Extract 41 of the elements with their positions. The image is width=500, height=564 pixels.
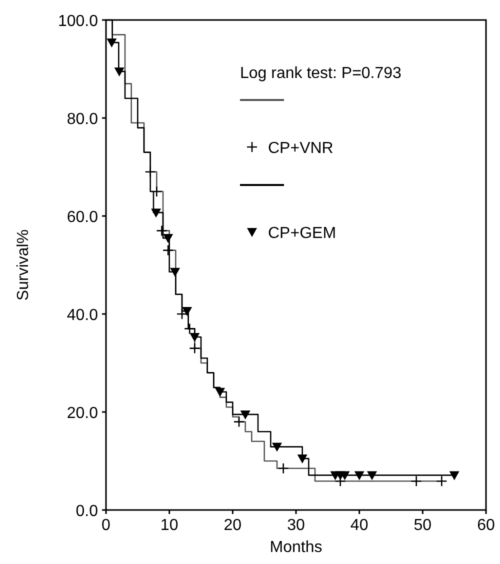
x-tick-label: 0	[102, 517, 111, 534]
point	[367, 471, 377, 480]
point	[189, 342, 200, 354]
point	[163, 234, 174, 244]
point	[151, 186, 162, 198]
point	[240, 410, 250, 420]
point	[151, 208, 162, 218]
point	[272, 442, 282, 452]
y-tick-label: 60.0	[66, 209, 98, 226]
x-tick-label: 60	[477, 517, 495, 534]
point	[436, 475, 448, 487]
x-tick-label: 50	[414, 517, 432, 534]
point	[278, 462, 289, 474]
y-tick-label: 40.0	[66, 307, 98, 324]
x-axis-title: Months	[270, 539, 322, 556]
point	[354, 471, 364, 480]
point	[233, 416, 245, 428]
y-tick-label: 100.0	[58, 13, 98, 30]
point	[410, 475, 422, 487]
y-axis-title: Survival%	[15, 229, 32, 301]
y-tick-label: 0.0	[76, 503, 98, 520]
point	[190, 333, 200, 342]
y-tick-label: 80.0	[66, 111, 98, 128]
legend-label: CP+VNR	[268, 140, 334, 157]
point	[106, 38, 117, 48]
x-tick-label: 20	[224, 517, 242, 534]
point	[182, 307, 192, 316]
point	[449, 471, 460, 480]
legend-label: CP+GEM	[268, 225, 336, 242]
point	[215, 388, 225, 397]
point	[162, 244, 174, 256]
x-tick-label: 40	[350, 517, 368, 534]
x-tick-label: 30	[287, 517, 305, 534]
y-tick-label: 20.0	[66, 405, 98, 422]
point	[340, 471, 350, 480]
annotation: Log rank test: P=0.793	[240, 65, 402, 82]
point	[156, 225, 168, 236]
point	[170, 268, 180, 277]
x-tick-label: 10	[160, 517, 178, 534]
point	[297, 454, 308, 464]
point	[114, 67, 124, 76]
